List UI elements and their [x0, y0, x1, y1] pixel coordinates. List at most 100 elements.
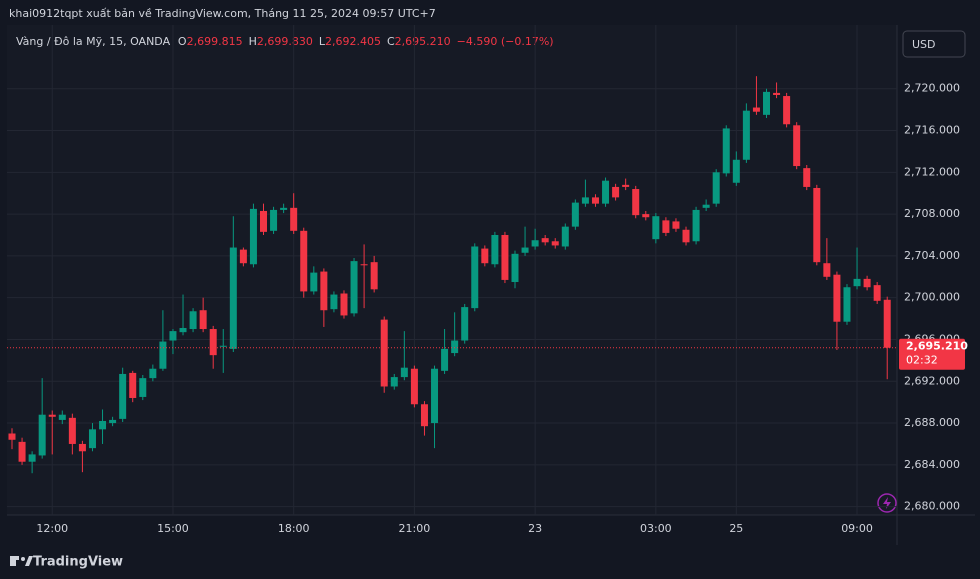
candle-body: [310, 272, 318, 292]
candle-body: [833, 274, 841, 322]
candle-body: [58, 414, 66, 420]
candle-body: [109, 419, 117, 424]
candle-body: [420, 404, 428, 427]
candle-body: [149, 368, 157, 379]
y-tick-label: 2,716.000: [904, 124, 960, 137]
candle-body: [732, 159, 740, 183]
candle-body: [712, 172, 720, 204]
candle-body: [793, 125, 801, 167]
candle-body: [119, 373, 127, 419]
y-tick-label: 2,720.000: [904, 82, 960, 95]
footer-brand: TradingView: [33, 555, 123, 570]
candle-body: [742, 110, 750, 160]
legend-line: Vàng / Đô la Mỹ, 15, OANDA O2,699.815 H2,6…: [16, 35, 554, 48]
candle-body: [360, 264, 368, 266]
candle-body: [129, 372, 137, 398]
candle-body: [813, 187, 821, 263]
candle-body: [8, 433, 16, 440]
ohlc-value: 2,692.405: [325, 35, 381, 48]
candle-body: [18, 441, 26, 462]
candle-body: [581, 197, 589, 204]
candle-body: [431, 368, 439, 424]
legend: Vàng / Đô la Mỹ, 15, OANDA O2,699.815 H2,6…: [16, 35, 554, 48]
candle-body: [632, 189, 640, 216]
y-tick-label: 2,704.000: [904, 249, 960, 262]
publisher: khai0912tqpt xuất bản về TradingView.com…: [9, 7, 436, 20]
x-tick-label: 18:00: [278, 522, 310, 535]
candle-body: [883, 299, 891, 348]
candle-body: [491, 235, 499, 265]
candle-body: [441, 348, 449, 371]
candle-body: [209, 329, 217, 356]
candle-body: [561, 226, 569, 247]
ohlc-value: 2,699.815: [187, 35, 243, 48]
candle-body: [330, 294, 338, 310]
ohlc-value: 2,695.210: [395, 35, 451, 48]
candle-body: [773, 92, 781, 95]
candle-body: [99, 420, 107, 430]
candle-body: [873, 285, 881, 301]
candle-body: [340, 293, 348, 316]
ohlc-key: L: [319, 35, 326, 48]
candle-body: [88, 429, 96, 449]
candle-body: [481, 248, 489, 264]
candle-body: [722, 128, 730, 174]
x-tick-label: 03:00: [640, 522, 672, 535]
candle-body: [410, 368, 418, 405]
candle-body: [350, 261, 358, 314]
candle-body: [239, 249, 247, 264]
y-tick-label: 2,700.000: [904, 291, 960, 304]
x-tick-label: 25: [729, 522, 743, 535]
candle-body: [139, 378, 147, 397]
y-tick-label: 2,708.000: [904, 207, 960, 220]
candle-body: [28, 454, 36, 462]
candle-body: [249, 208, 257, 265]
candle-body: [179, 327, 187, 333]
x-tick-label: 21:00: [399, 522, 431, 535]
candle-body: [803, 168, 811, 187]
candle-body: [652, 216, 660, 240]
price-marker: [899, 338, 965, 370]
candle-body: [763, 91, 770, 115]
currency-button[interactable]: [902, 30, 966, 58]
candle-body: [612, 186, 620, 198]
candle-body: [521, 247, 529, 253]
y-tick-label: 2,680.000: [904, 500, 960, 513]
candle-body: [622, 184, 630, 187]
bolt-icon: [877, 493, 897, 513]
plot-area: [7, 25, 897, 515]
candle-body: [400, 367, 408, 378]
candle-body: [843, 287, 851, 322]
ohlc-key: H: [249, 35, 257, 48]
candle-body: [531, 240, 539, 247]
candle-body: [189, 311, 197, 330]
x-tick-label: 15:00: [157, 522, 189, 535]
candle-body: [159, 341, 167, 369]
ohlc-key: C: [387, 35, 395, 48]
price-marker-label: 2,695.210: [906, 340, 968, 353]
candle-body: [270, 209, 278, 231]
candle-body: [541, 238, 549, 243]
candle-body: [48, 414, 56, 417]
candle-body: [662, 220, 670, 233]
candle-body: [692, 209, 700, 242]
currency[interactable]: USD: [912, 38, 936, 51]
change: −4.590 (−0.17%): [457, 35, 554, 48]
candle-body: [290, 207, 298, 231]
candle-body: [320, 271, 328, 311]
y-tick-label: 2,692.000: [904, 374, 960, 387]
logo: [10, 556, 33, 566]
candle-body: [68, 417, 76, 444]
x-tick-label: 23: [528, 522, 542, 535]
candle-body: [591, 197, 599, 204]
countdown: 02:32: [906, 354, 938, 367]
y-tick-label: 2,712.000: [904, 165, 960, 178]
candle-body: [501, 235, 509, 280]
candle-body: [300, 230, 308, 292]
candle-body: [260, 210, 267, 232]
candle-body: [571, 202, 579, 227]
candle-body: [219, 345, 227, 347]
ohlc-value: 2,699.830: [257, 35, 313, 48]
candle-body: [199, 310, 207, 330]
